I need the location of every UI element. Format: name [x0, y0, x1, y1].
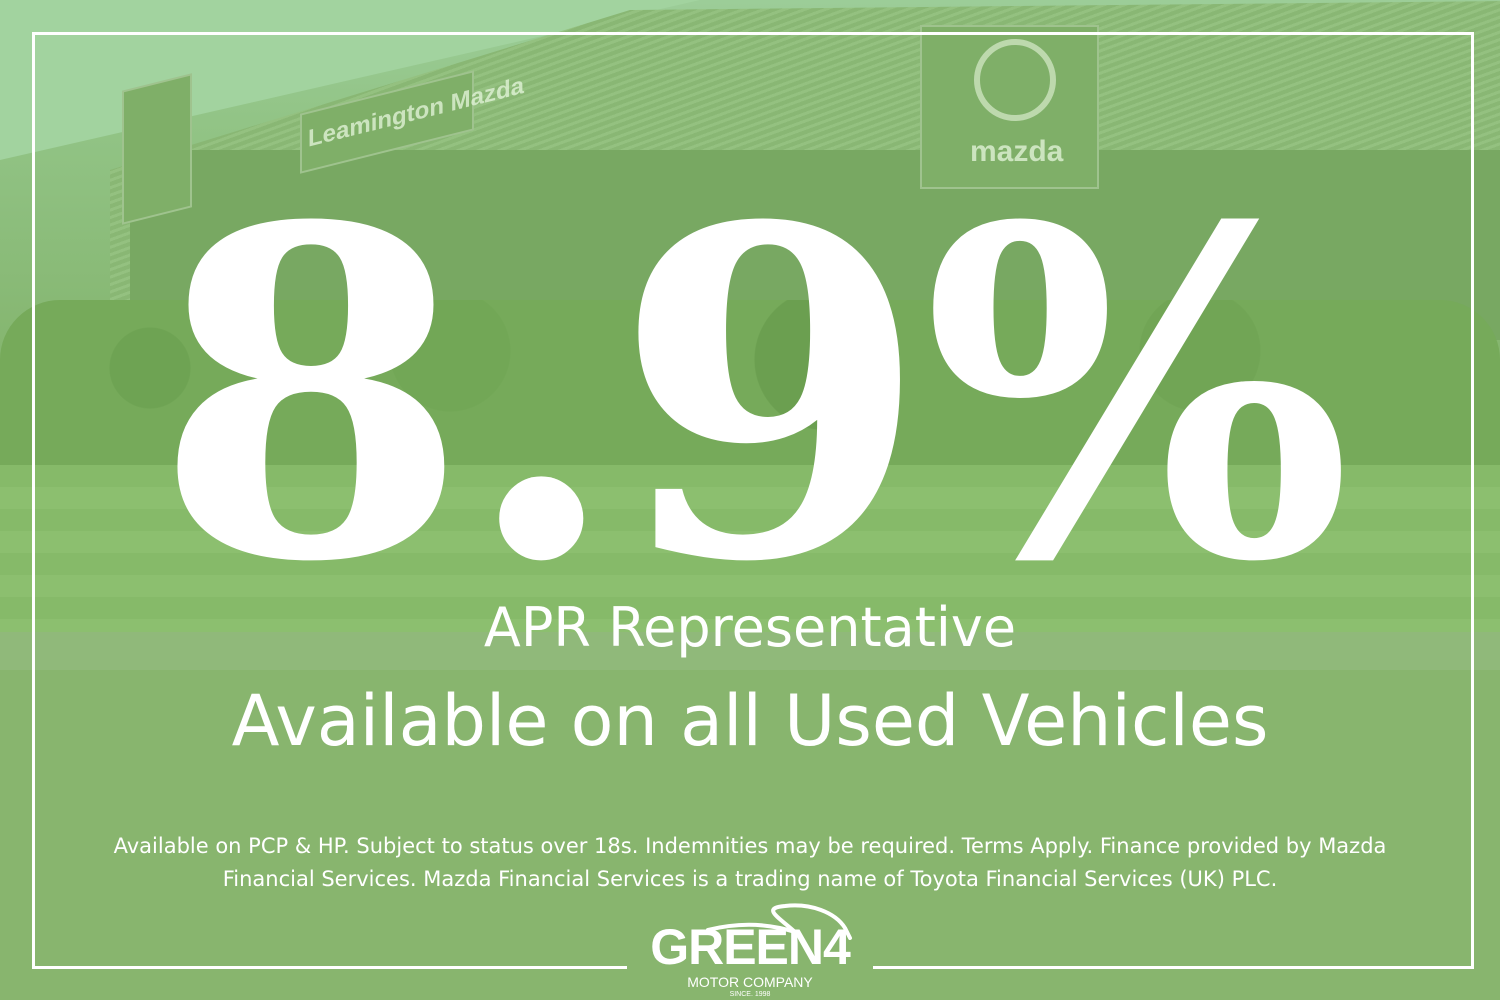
lawn	[0, 465, 1500, 635]
disclaimer-line-1: Available on PCP & HP. Subject to status…	[113, 834, 1387, 858]
mazda-text: mazda	[970, 135, 1064, 168]
kerb	[0, 632, 1500, 670]
frame-bottom-right	[873, 966, 1471, 969]
green4-logo: GREEN4 MOTOR COMPANY SINCE. 1998	[640, 900, 860, 1000]
road	[0, 670, 1500, 1000]
mazda-front-sign: mazda	[920, 25, 1099, 189]
tagline: Available on all Used Vehicles	[231, 680, 1269, 762]
logo-since: SINCE. 1998	[729, 991, 771, 998]
apr-rate: 8.9%	[154, 130, 1352, 661]
logo-name: GREEN4	[650, 919, 851, 975]
disclaimer-line-2: Financial Services. Mazda Financial Serv…	[222, 867, 1278, 891]
car-silhouette-icon	[706, 903, 852, 940]
frame-bottom-left	[32, 966, 627, 969]
mazda-logo-icon	[974, 39, 1056, 121]
disclaimer: Available on PCP & HP. Subject to status…	[80, 830, 1420, 896]
logo-subtitle: MOTOR COMPANY	[687, 974, 813, 990]
apr-subtitle: APR Representative	[483, 596, 1017, 659]
white-frame	[32, 32, 1474, 969]
hedges	[0, 300, 1500, 470]
